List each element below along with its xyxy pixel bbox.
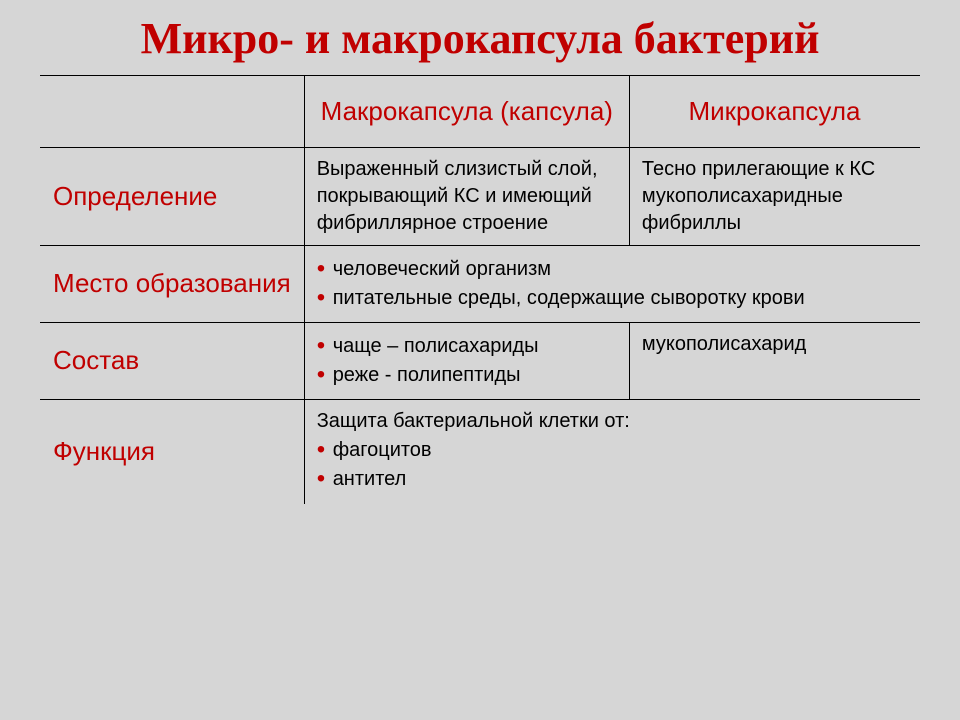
list-item: фагоцитов — [317, 437, 907, 464]
table-row: Место образования человеческий организм … — [41, 245, 920, 322]
function-lead: Защита бактериальной клетки от: — [317, 408, 907, 435]
row-label-function: Функция — [41, 399, 305, 503]
cell-formation: человеческий организм питательные среды,… — [304, 245, 919, 322]
table-row: Состав чаще – полисахариды реже - полипе… — [41, 322, 920, 399]
list-item: питательные среды, содержащие сыворотку … — [317, 285, 907, 312]
cell-function: Защита бактериальной клетки от: фагоцито… — [304, 399, 919, 503]
cell-definition-macro: Выраженный слизистый слой, покрывающий К… — [304, 147, 629, 245]
list-item: человеческий организм — [317, 256, 907, 283]
row-label-formation: Место образования — [41, 245, 305, 322]
table-row: Определение Выраженный слизистый слой, п… — [41, 147, 920, 245]
header-empty — [41, 75, 305, 147]
list-item: антител — [317, 466, 907, 493]
header-micro: Микрокапсула — [629, 75, 919, 147]
list-item: чаще – полисахариды — [317, 333, 617, 360]
row-label-composition: Состав — [41, 322, 305, 399]
table-row: Функция Защита бактериальной клетки от: … — [41, 399, 920, 503]
cell-composition-macro: чаще – полисахариды реже - полипептиды — [304, 322, 629, 399]
cell-definition-micro: Тесно прилегающие к КС мукополисахаридны… — [629, 147, 919, 245]
table-header-row: Макрокапсула (капсула) Микрокапсула — [41, 75, 920, 147]
comparison-table: Макрокапсула (капсула) Микрокапсула Опре… — [40, 75, 920, 504]
cell-composition-micro: мукополисахарид — [629, 322, 919, 399]
list-item: реже - полипептиды — [317, 362, 617, 389]
header-macro: Макрокапсула (капсула) — [304, 75, 629, 147]
row-label-definition: Определение — [41, 147, 305, 245]
slide: Микро- и макрокапсула бактерий Макрокапс… — [0, 0, 960, 720]
slide-title: Микро- и макрокапсула бактерий — [0, 0, 960, 71]
